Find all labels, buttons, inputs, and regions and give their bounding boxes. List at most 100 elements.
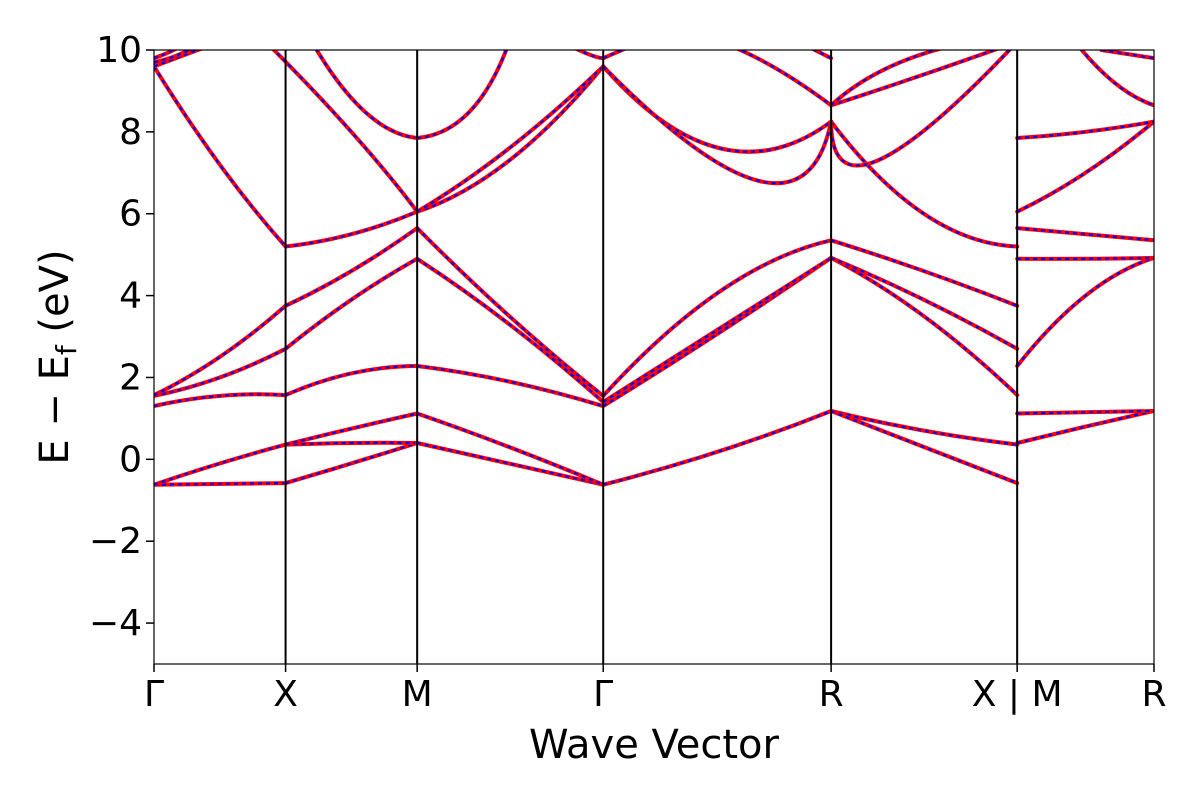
band-12-dashed [285, 364, 418, 397]
x-axis-label: Wave Vector [529, 722, 780, 768]
band-22 [415, 256, 606, 404]
band-52 [1079, 50, 1154, 108]
band-6-dashed [154, 50, 202, 68]
band-24-solid [415, 64, 606, 214]
x-tick-label-1: X [273, 674, 298, 715]
band-41-solid [829, 119, 1020, 249]
band-29 [601, 255, 834, 404]
band-0 [154, 481, 288, 487]
band-13-dashed [284, 257, 418, 350]
band-12 [283, 364, 420, 398]
band-16 [271, 50, 420, 214]
x-tick-label-0: Γ [144, 674, 164, 715]
band-39-dashed [830, 256, 1018, 350]
band-41-dashed [830, 120, 1018, 248]
band-8-dashed [154, 50, 177, 60]
band-14-dashed [285, 227, 418, 307]
band-23 [415, 226, 606, 398]
y-axis-label: E − Ef (eV) [32, 249, 83, 464]
band-42-solid [829, 50, 1013, 168]
band-15 [283, 209, 420, 249]
band-6 [154, 50, 204, 69]
band-45 [1015, 409, 1154, 445]
band-33-solid [601, 50, 628, 61]
band-2 [154, 392, 288, 409]
band-27-solid [601, 409, 834, 487]
band-36-solid [829, 409, 1020, 447]
band-53 [1099, 50, 1154, 61]
band-17-dashed [315, 50, 418, 140]
band-32-solid [601, 64, 834, 186]
band-5 [154, 64, 288, 249]
band-11 [283, 411, 420, 447]
band-14 [283, 226, 420, 308]
band-21-solid [415, 364, 606, 409]
band-22-dashed [416, 257, 604, 403]
plot-frame [153, 49, 1155, 665]
band-40 [829, 238, 1020, 308]
x-tick-label-3: Γ [593, 674, 613, 715]
band-12-solid [283, 364, 420, 398]
band-13 [283, 256, 420, 351]
band-47 [1015, 255, 1154, 368]
band-38 [829, 255, 1020, 398]
band-20 [415, 411, 606, 487]
band-40-dashed [830, 239, 1018, 307]
band-50 [1015, 119, 1154, 214]
band-27-dashed [602, 409, 832, 486]
band-1-dashed [154, 443, 286, 486]
band-32 [601, 64, 834, 186]
y-tick-label-2: 0 [119, 439, 142, 480]
x-tick-label-5: X | M [972, 674, 1063, 715]
band-1-solid [154, 442, 288, 487]
band-9-solid [283, 441, 420, 486]
x-tick-label-4: R [819, 674, 844, 715]
band-48-dashed [1017, 256, 1154, 260]
band-17-solid [314, 50, 420, 140]
band-52-dashed [1080, 50, 1154, 107]
band-44-dashed [830, 50, 940, 107]
band-44 [829, 50, 944, 108]
band-42-dashed [830, 50, 1011, 167]
x-tick-label-2: M [402, 674, 433, 715]
band-45-solid [1015, 409, 1154, 445]
band-21 [415, 364, 606, 409]
y-axis-ticks: −4 −2 0 2 4 6 8 10 [89, 30, 154, 644]
band-38-dashed [830, 256, 1018, 396]
band-47-dashed [1016, 256, 1154, 367]
band-53-dashed [1101, 50, 1154, 60]
band-34-dashed [737, 50, 832, 107]
band-10-dashed [285, 441, 418, 446]
y-tick-label-6: 8 [119, 112, 142, 153]
band-29-dashed [602, 256, 832, 403]
band-8 [154, 50, 179, 61]
band-41 [829, 119, 1020, 249]
band-44-solid [829, 50, 944, 108]
band-48-solid [1015, 255, 1154, 261]
band-46 [1015, 409, 1154, 416]
band-5-solid [154, 64, 288, 249]
band-23-dashed [416, 227, 604, 397]
band-30-dashed [602, 239, 832, 397]
band-38-solid [829, 255, 1020, 398]
band-50-dashed [1016, 120, 1154, 213]
band-9-dashed [285, 441, 418, 485]
band-27 [601, 409, 834, 487]
high-symmetry-lines [284, 50, 1019, 664]
band-25-solid [415, 64, 606, 214]
band-7-dashed [154, 50, 191, 64]
band-37 [829, 409, 1020, 486]
x-tick-label-6: R [1141, 674, 1166, 715]
y-tick-label-5: 6 [119, 194, 142, 235]
band-32-dashed [602, 65, 833, 185]
band-20-dashed [416, 412, 604, 486]
band-34 [735, 50, 834, 108]
band-24 [415, 64, 606, 214]
band-10 [283, 440, 420, 447]
band-17 [314, 50, 420, 140]
band-33 [601, 50, 628, 61]
band-35-solid [810, 50, 834, 61]
band-16-dashed [272, 50, 419, 213]
band-lines [154, 50, 1154, 487]
